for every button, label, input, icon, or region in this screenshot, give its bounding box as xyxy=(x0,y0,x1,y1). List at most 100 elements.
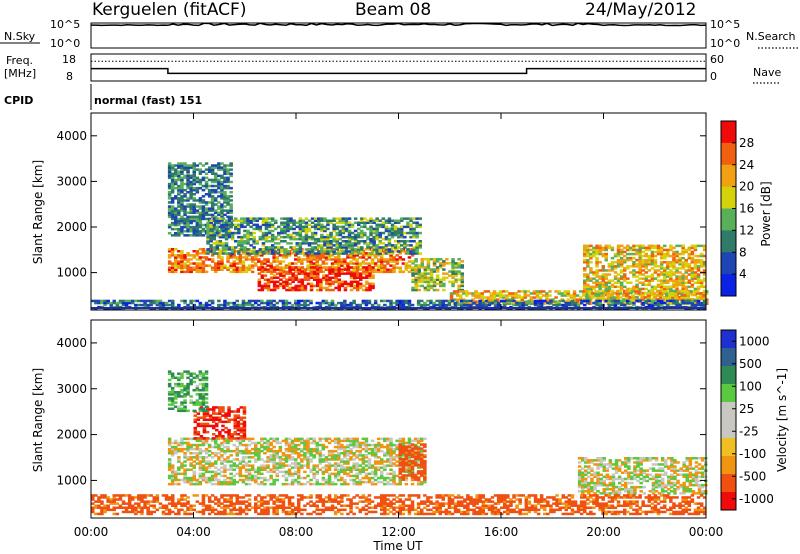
power-cell xyxy=(180,219,184,223)
power-cell xyxy=(244,266,249,269)
power-cell xyxy=(232,303,236,307)
power-cell xyxy=(423,307,427,311)
power-cell xyxy=(492,298,497,301)
velocity-cell xyxy=(223,458,227,461)
power-cell xyxy=(457,284,461,288)
power-cell xyxy=(460,288,464,292)
velocity-cell xyxy=(180,466,184,469)
velocity-cell xyxy=(309,460,313,463)
power-cell xyxy=(367,301,372,305)
power-cell xyxy=(505,302,509,305)
power-cell xyxy=(549,299,553,303)
power-cell xyxy=(207,188,212,192)
power-cell xyxy=(383,250,387,253)
velocity-cell xyxy=(210,445,215,449)
power-cell xyxy=(158,299,163,303)
power-cell xyxy=(201,266,206,269)
power-cell xyxy=(445,258,449,261)
power-cell xyxy=(192,174,196,178)
power-cell xyxy=(656,285,661,289)
power-cell xyxy=(198,170,203,173)
power-cell xyxy=(381,225,386,229)
power-cell xyxy=(186,221,190,225)
power-cell xyxy=(235,256,239,259)
velocity-cell xyxy=(170,464,175,467)
velocity-cell xyxy=(223,482,227,486)
power-cell xyxy=(356,272,360,275)
power-cell xyxy=(334,274,338,277)
power-cell xyxy=(264,240,269,243)
power-cell xyxy=(403,225,407,229)
power-cell xyxy=(429,301,433,305)
power-cell xyxy=(297,280,301,284)
power-cell xyxy=(517,294,521,297)
power-cell xyxy=(395,260,399,263)
power-cell xyxy=(220,184,224,188)
power-cell xyxy=(312,262,316,265)
power-cell xyxy=(680,294,684,297)
power-cell xyxy=(270,237,275,241)
power-cell xyxy=(632,271,636,274)
power-cell xyxy=(527,307,532,311)
power-cell xyxy=(220,197,224,200)
power-cell xyxy=(561,307,565,311)
power-cell xyxy=(247,303,252,307)
power-cell xyxy=(357,240,361,243)
power-cell xyxy=(189,193,193,196)
nsky-label: N.Sky xyxy=(4,30,36,43)
power-cell xyxy=(693,287,698,291)
power-cell xyxy=(515,303,519,307)
power-cell xyxy=(366,227,370,231)
power-cell xyxy=(237,252,241,255)
velocity-cell xyxy=(324,456,329,459)
power-cell xyxy=(183,168,187,171)
power-cell xyxy=(170,227,175,231)
power-cell xyxy=(215,248,219,251)
power-cell xyxy=(134,299,138,303)
power-cell xyxy=(284,254,289,257)
power-cell xyxy=(238,270,243,274)
power-cell xyxy=(649,290,654,293)
power-cell xyxy=(209,240,213,243)
power-cell xyxy=(346,262,350,265)
power-cell xyxy=(369,252,373,255)
power-cell xyxy=(201,264,206,267)
power-cell xyxy=(217,168,221,171)
power-cell xyxy=(329,235,333,239)
power-cell xyxy=(320,217,324,220)
power-cell xyxy=(352,262,356,265)
power-cell xyxy=(644,252,648,256)
velocity-cell xyxy=(294,445,298,449)
power-cell xyxy=(369,221,373,224)
power-cell xyxy=(214,221,218,225)
velocity-cell xyxy=(321,458,326,461)
power-cell xyxy=(212,237,216,241)
power-cell xyxy=(198,211,203,214)
velocity-cell xyxy=(297,476,301,480)
power-cell xyxy=(292,219,296,222)
power-cell xyxy=(653,297,658,301)
power-cell xyxy=(607,287,612,291)
power-cell xyxy=(615,292,620,295)
power-cell xyxy=(346,266,351,269)
velocity-cell xyxy=(260,445,264,449)
power-cell xyxy=(304,229,309,233)
power-cell xyxy=(607,303,612,307)
power-cell xyxy=(257,260,261,263)
velocity-cell xyxy=(180,464,184,467)
power-cell xyxy=(616,246,621,250)
power-cell xyxy=(319,268,323,271)
power-cell xyxy=(307,227,312,231)
power-cell xyxy=(653,269,658,272)
velocity-cell xyxy=(312,468,316,471)
power-cell xyxy=(288,268,292,271)
power-cell xyxy=(257,288,262,292)
power-cell xyxy=(210,178,215,182)
power-cell xyxy=(643,296,647,299)
velocity-cell xyxy=(330,480,335,484)
power-cell xyxy=(369,217,373,220)
power-cell xyxy=(591,296,595,299)
velocity-cell xyxy=(167,464,172,467)
power-cell xyxy=(338,237,342,241)
power-cell xyxy=(435,288,440,292)
